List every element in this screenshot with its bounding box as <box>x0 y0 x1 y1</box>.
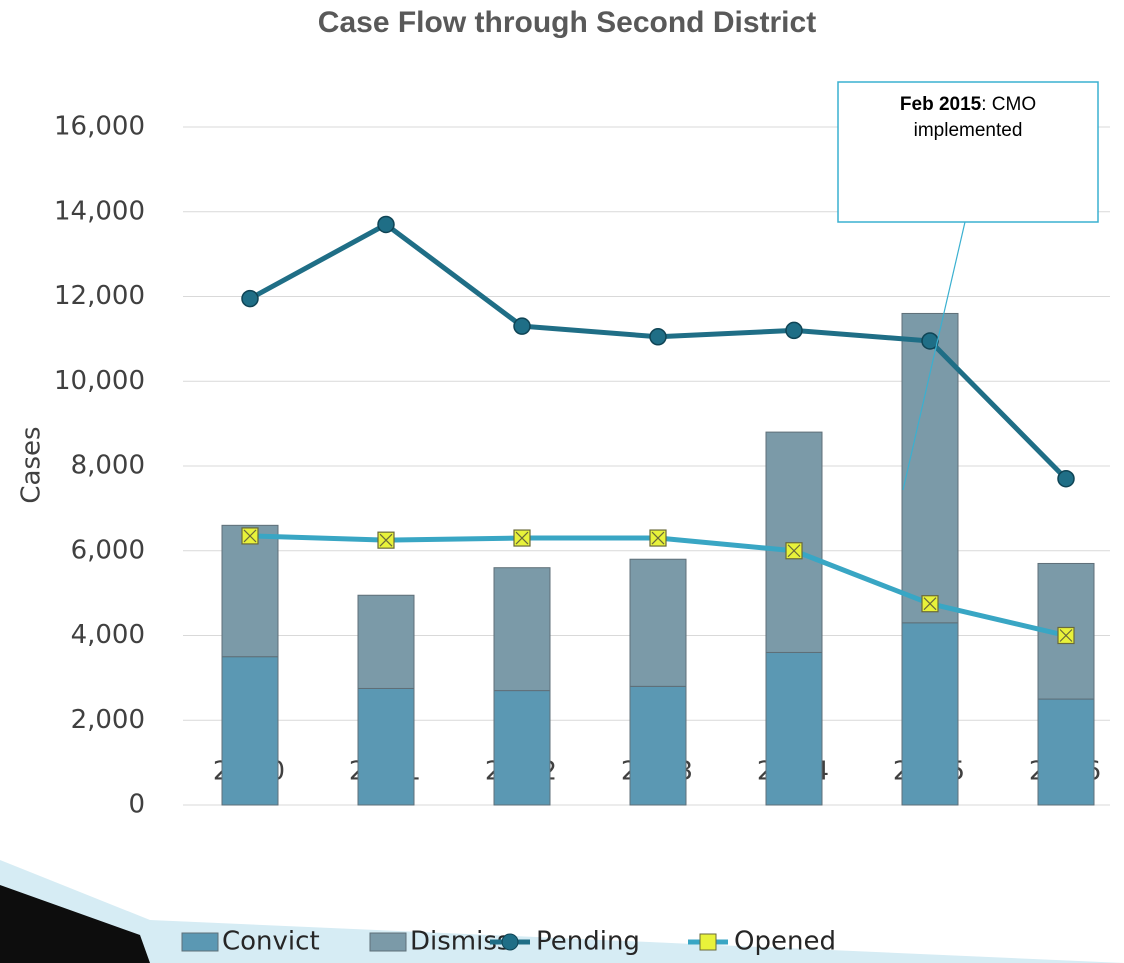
annotation-bold: Feb 2015 <box>900 94 982 115</box>
y-tick-label: 12,000 <box>54 281 145 311</box>
bar <box>221 524 279 658</box>
y-tick-label: 0 <box>128 790 145 820</box>
point <box>649 328 667 346</box>
annotation-box <box>837 81 1099 223</box>
y-tick-label: 2,000 <box>71 705 145 735</box>
annotation-text: Feb 2015: CMO implemented <box>900 94 1036 141</box>
point-cross <box>787 544 801 558</box>
y-tick-label: 8,000 <box>71 451 145 481</box>
legend-label: Opened <box>734 927 836 957</box>
legend-swatch <box>181 932 219 952</box>
y-tick-label: 4,000 <box>71 620 145 650</box>
bar <box>221 656 279 806</box>
bar <box>901 312 959 624</box>
point <box>513 317 531 335</box>
annotation-rest-line2: implemented <box>914 120 1023 141</box>
bar <box>357 687 415 806</box>
point-cross <box>379 533 393 547</box>
decoration-swoosh <box>0 860 1124 963</box>
legend-label: Pending <box>536 927 640 957</box>
point <box>377 215 395 234</box>
bar <box>357 594 415 689</box>
bar <box>493 690 551 806</box>
bar <box>1037 698 1095 806</box>
y-axis-title: Cases <box>17 426 47 503</box>
bars <box>221 312 1095 806</box>
point-cross <box>515 531 529 545</box>
legend-swatch <box>369 932 407 952</box>
point-cross <box>651 531 665 545</box>
legend: Convict Dismiss Pending Opened <box>181 927 836 957</box>
lines <box>241 215 1075 645</box>
annotation: Feb 2015: CMO implemented <box>837 81 1099 491</box>
point <box>785 321 803 340</box>
annotation-leader <box>902 221 966 491</box>
legend-marker <box>501 933 519 951</box>
point-cross <box>923 597 937 611</box>
point <box>241 289 259 308</box>
bar <box>901 622 959 806</box>
y-tick-label: 14,000 <box>54 196 145 226</box>
point-cross <box>243 529 257 543</box>
y-tick-label: 10,000 <box>54 366 145 396</box>
bar <box>493 567 551 692</box>
y-tick-label: 6,000 <box>71 535 145 565</box>
point-cross <box>1059 629 1073 642</box>
y-tick-label: 16,000 <box>54 112 145 142</box>
annotation-rest: : CMO <box>981 94 1036 115</box>
point <box>1057 469 1075 488</box>
legend-label: Convict <box>222 927 320 957</box>
decoration-swoosh-dark <box>0 885 150 963</box>
bar <box>629 558 687 687</box>
chart-title: Case Flow through Second District <box>318 6 816 39</box>
bar <box>629 685 687 806</box>
bar <box>765 651 823 806</box>
legend-marker <box>699 933 717 951</box>
